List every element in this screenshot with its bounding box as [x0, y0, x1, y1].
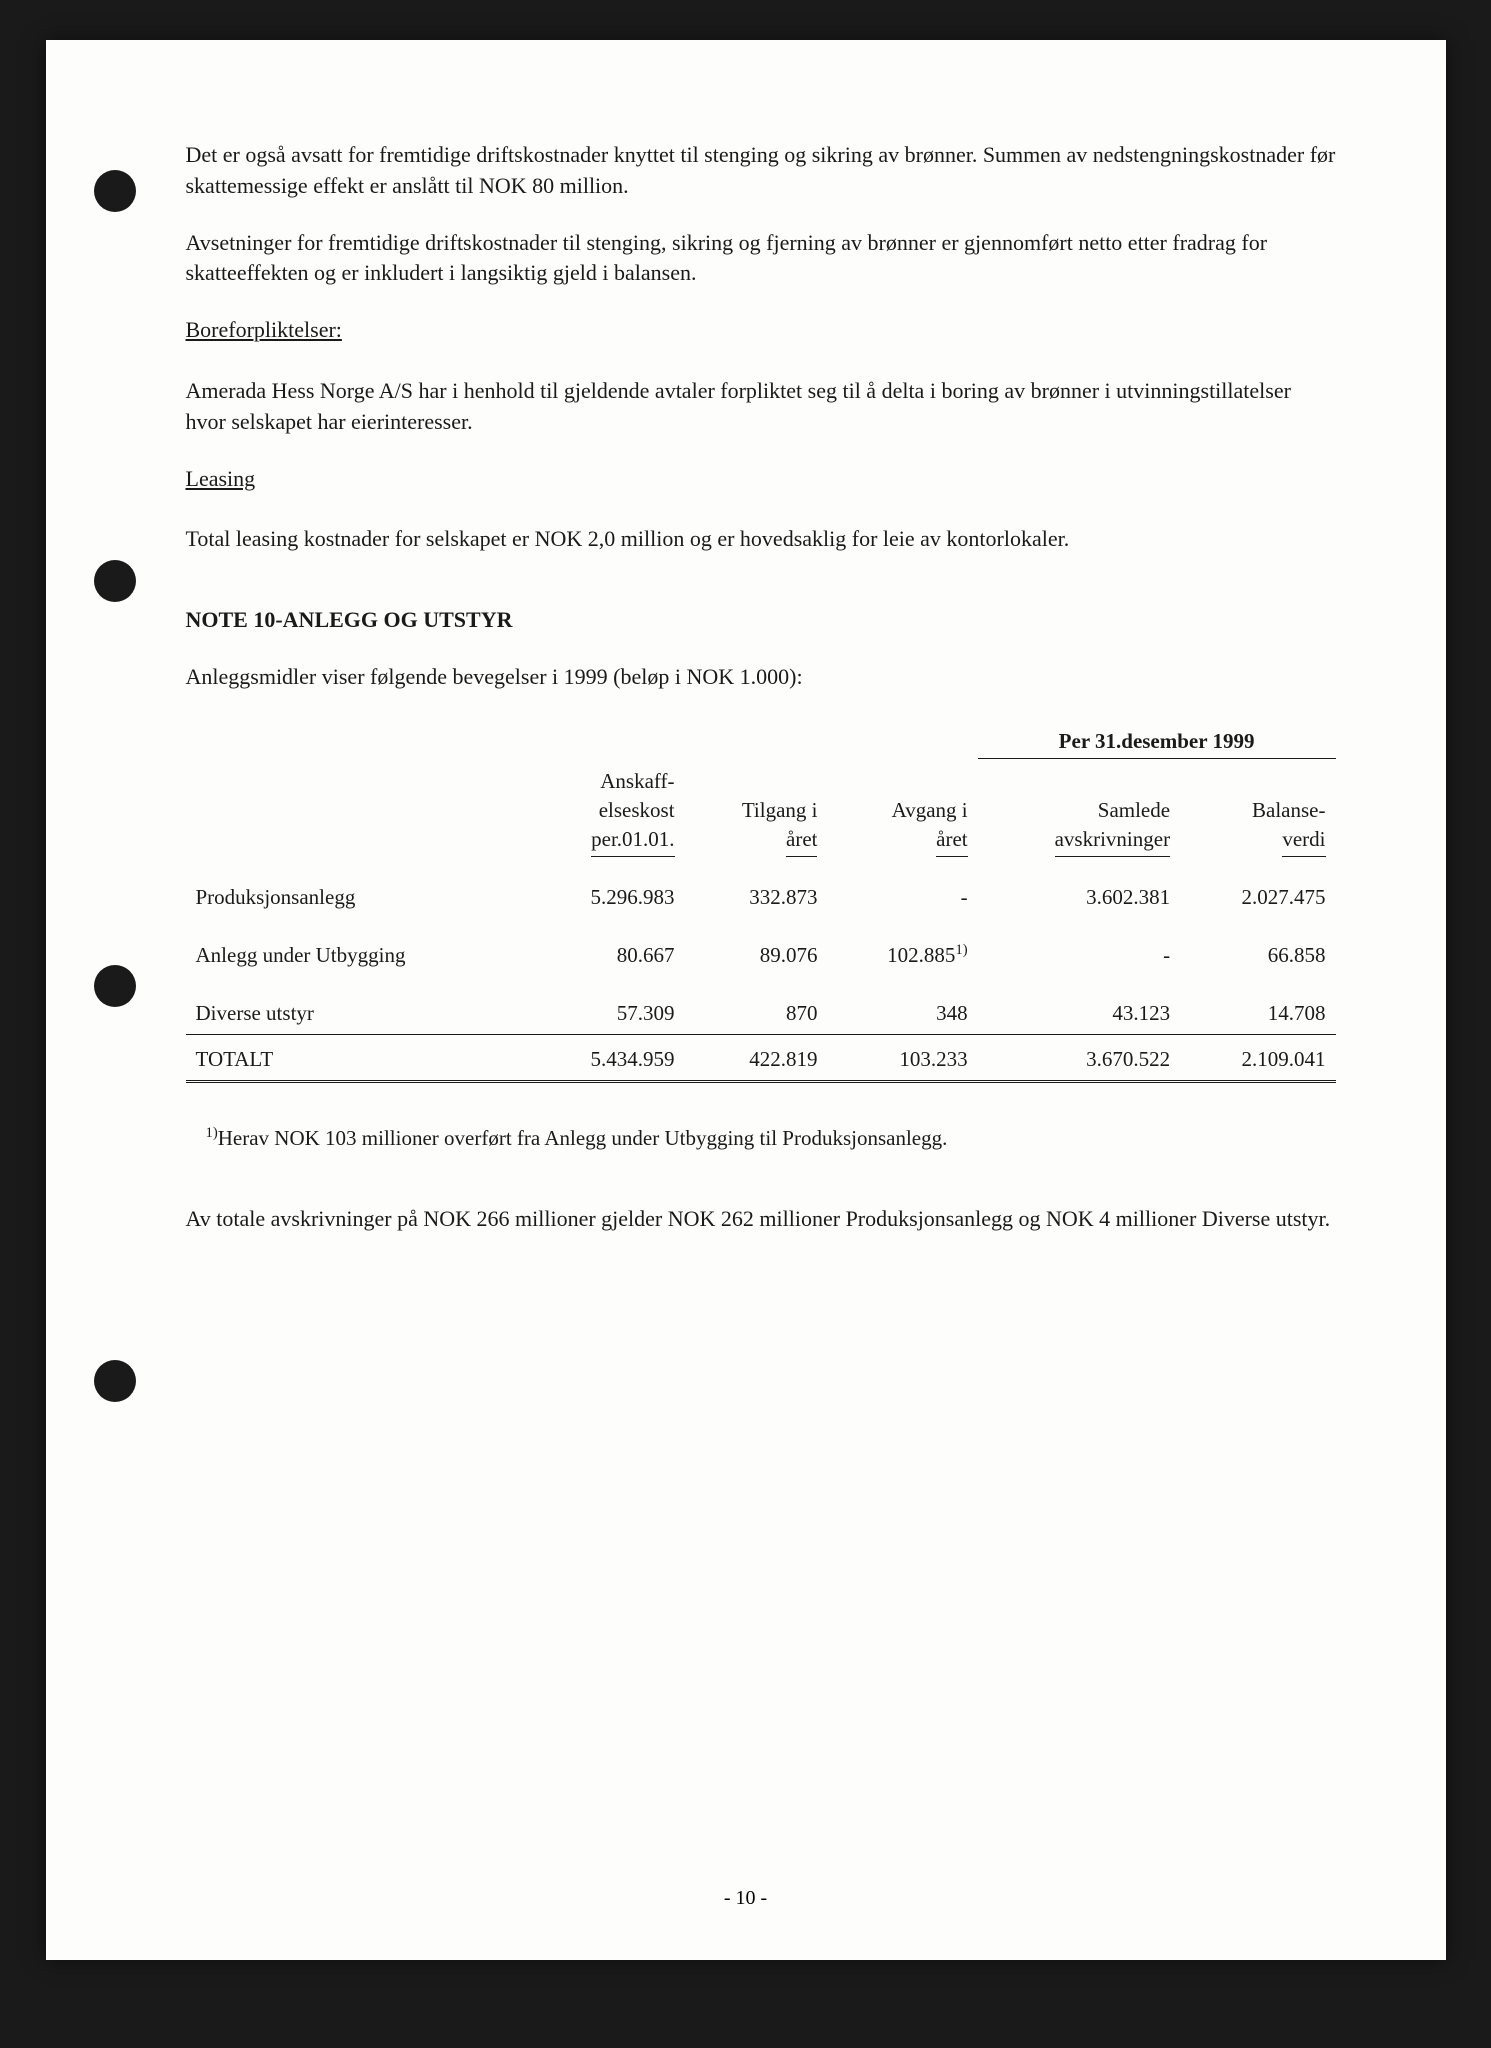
table-header-empty	[529, 719, 684, 759]
table-cell: 3.602.381	[978, 863, 1180, 920]
underline-heading: Boreforpliktelser:	[186, 315, 342, 346]
paragraph: Det er også avsatt for fremtidige drifts…	[186, 140, 1336, 202]
table-cell: 5.296.983	[529, 863, 684, 920]
table-header-empty	[827, 719, 977, 759]
punch-hole-icon	[94, 965, 136, 1007]
paragraph: Total leasing kostnader for selskapet er…	[186, 524, 1336, 555]
footnote-text: Herav NOK 103 millioner overført fra Anl…	[218, 1126, 948, 1150]
table-cell: 348	[827, 979, 977, 1035]
paragraph: Av totale avskrivninger på NOK 266 milli…	[186, 1204, 1336, 1235]
table-cell: -	[827, 863, 977, 920]
table-row: Produksjonsanlegg 5.296.983 332.873 - 3.…	[186, 863, 1336, 920]
note-intro: Anleggsmidler viser følgende bevegelser …	[186, 662, 1336, 693]
table-cell: 332.873	[685, 863, 828, 920]
table-cell: 103.233	[827, 1035, 977, 1082]
table-cell-label: Diverse utstyr	[186, 979, 530, 1035]
table-cell-label: Produksjonsanlegg	[186, 863, 530, 920]
section-label: Leasing	[186, 464, 1336, 499]
document-page: Det er også avsatt for fremtidige drifts…	[46, 40, 1446, 1960]
underline-heading: Leasing	[186, 464, 256, 495]
table-cell: 422.819	[685, 1035, 828, 1082]
punch-hole-icon	[94, 560, 136, 602]
table-row: Diverse utstyr 57.309 870 348 43.123 14.…	[186, 979, 1336, 1035]
paragraph: Avsetninger for fremtidige driftskostnad…	[186, 228, 1336, 290]
table-total-row: TOTALT 5.434.959 422.819 103.233 3.670.5…	[186, 1035, 1336, 1082]
note-heading: NOTE 10-ANLEGG OG UTSTYR	[186, 605, 1336, 636]
table-cell-label: Anlegg under Utbygging	[186, 920, 530, 978]
anlegg-table: Per 31.desember 1999 Anskaff- elseskost …	[186, 719, 1336, 1084]
punch-hole-icon	[94, 1360, 136, 1402]
page-content: Det er også avsatt for fremtidige drifts…	[186, 140, 1336, 1235]
table-col-header: Anskaff- elseskost per.01.01.	[529, 759, 684, 863]
table-col-header: Tilgang i året	[685, 759, 828, 863]
section-label: Boreforpliktelser:	[186, 315, 1336, 350]
table-cell: 14.708	[1180, 979, 1335, 1035]
table-cell: 43.123	[978, 979, 1180, 1035]
table-col-header	[186, 759, 530, 863]
footnote-marker: 1)	[206, 1125, 218, 1141]
table-col-header: Balanse- verdi	[1180, 759, 1335, 863]
table-col-header: Avgang i året	[827, 759, 977, 863]
table-cell: 870	[685, 979, 828, 1035]
table-header-empty	[186, 719, 530, 759]
table-cell: 2.027.475	[1180, 863, 1335, 920]
paragraph: Amerada Hess Norge A/S har i henhold til…	[186, 376, 1336, 438]
table-row: Anlegg under Utbygging 80.667 89.076 102…	[186, 920, 1336, 978]
punch-hole-icon	[94, 170, 136, 212]
table-cell: 57.309	[529, 979, 684, 1035]
table-cell: 2.109.041	[1180, 1035, 1335, 1082]
footnote: 1)Herav NOK 103 millioner overført fra A…	[206, 1123, 1336, 1153]
table-cell: -	[978, 920, 1180, 978]
table-group-header: Per 31.desember 1999	[978, 719, 1336, 759]
table-cell: 89.076	[685, 920, 828, 978]
page-number: - 10 -	[46, 1887, 1446, 1910]
table-cell-label: TOTALT	[186, 1035, 530, 1082]
table-cell: 102.8851)	[827, 920, 977, 978]
table-cell: 66.858	[1180, 920, 1335, 978]
table-cell: 5.434.959	[529, 1035, 684, 1082]
table-cell: 3.670.522	[978, 1035, 1180, 1082]
table-cell: 80.667	[529, 920, 684, 978]
table-col-header: Samlede avskrivninger	[978, 759, 1180, 863]
table-header-empty	[685, 719, 828, 759]
